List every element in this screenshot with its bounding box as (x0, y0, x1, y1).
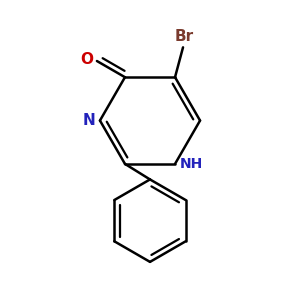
Text: N: N (83, 113, 95, 128)
Text: Br: Br (175, 29, 194, 44)
Text: NH: NH (179, 157, 203, 171)
Text: O: O (80, 52, 93, 67)
